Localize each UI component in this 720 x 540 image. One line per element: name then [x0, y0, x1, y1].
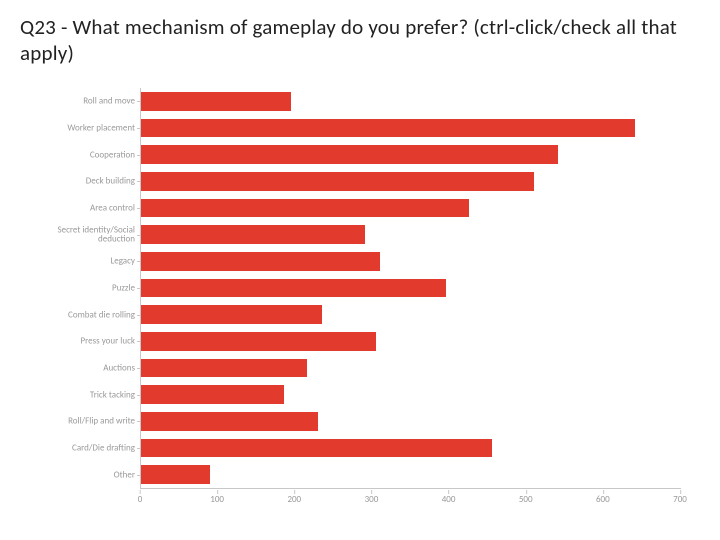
bar [141, 172, 534, 191]
bar-row: Press your luck [141, 328, 681, 355]
slide: Q23 - What mechanism of gameplay do you … [0, 0, 720, 540]
bar [141, 412, 318, 431]
bar [141, 359, 307, 378]
x-tick-label: 100 [210, 494, 224, 505]
y-axis-label: Worker placement [39, 123, 141, 132]
x-tick-label: 600 [596, 494, 610, 505]
bar [141, 92, 291, 111]
chart-title: Q23 - What mechanism of gameplay do you … [20, 14, 700, 67]
y-axis-label: Press your luck [39, 337, 141, 346]
bar-row: Other [141, 461, 681, 488]
x-tick-label: 500 [519, 494, 533, 505]
bar-row: Roll/Flip and write [141, 408, 681, 435]
bar [141, 145, 558, 164]
y-axis-label: Cooperation [39, 150, 141, 159]
bar-row: Card/Die drafting [141, 435, 681, 462]
y-axis-label: Trick tacking [39, 390, 141, 399]
bar-row: Area control [141, 195, 681, 222]
bar-row: Auctions [141, 355, 681, 382]
bar-row: Secret identity/Social deduction [141, 221, 681, 248]
y-axis-label: Combat die rolling [39, 310, 141, 319]
y-axis-label: Legacy [39, 257, 141, 266]
y-axis-label: Other [39, 470, 141, 479]
bar-row: Puzzle [141, 275, 681, 302]
y-axis-label: Auctions [39, 363, 141, 372]
bar-row: Cooperation [141, 141, 681, 168]
y-axis-label: Roll/Flip and write [39, 417, 141, 426]
x-tick-label: 0 [138, 494, 143, 505]
bar [141, 305, 322, 324]
bar [141, 465, 210, 484]
y-axis-label: Card/Die drafting [39, 443, 141, 452]
bar [141, 279, 446, 298]
x-tick-label: 400 [442, 494, 456, 505]
bar [141, 225, 365, 244]
bar [141, 119, 635, 138]
x-tick-label: 700 [673, 494, 687, 505]
bar-row: Worker placement [141, 115, 681, 142]
bar [141, 199, 469, 218]
bar [141, 332, 376, 351]
chart-container: Roll and moveWorker placementCooperation… [40, 88, 690, 518]
x-axis: 0100200300400500600700 [140, 488, 680, 508]
y-axis-label: Deck building [39, 177, 141, 186]
plot-area: Roll and moveWorker placementCooperation… [140, 88, 681, 489]
bar [141, 439, 492, 458]
y-axis-label: Roll and move [39, 97, 141, 106]
y-axis-label: Puzzle [39, 283, 141, 292]
bar-row: Roll and move [141, 88, 681, 115]
y-axis-label: Area control [39, 203, 141, 212]
bar-row: Trick tacking [141, 381, 681, 408]
bar-row: Deck building [141, 168, 681, 195]
bar [141, 252, 380, 271]
bar [141, 385, 284, 404]
x-tick-label: 300 [365, 494, 379, 505]
bar-row: Legacy [141, 248, 681, 275]
x-tick-label: 200 [287, 494, 301, 505]
y-axis-label: Secret identity/Social deduction [39, 225, 141, 244]
bar-row: Combat die rolling [141, 301, 681, 328]
